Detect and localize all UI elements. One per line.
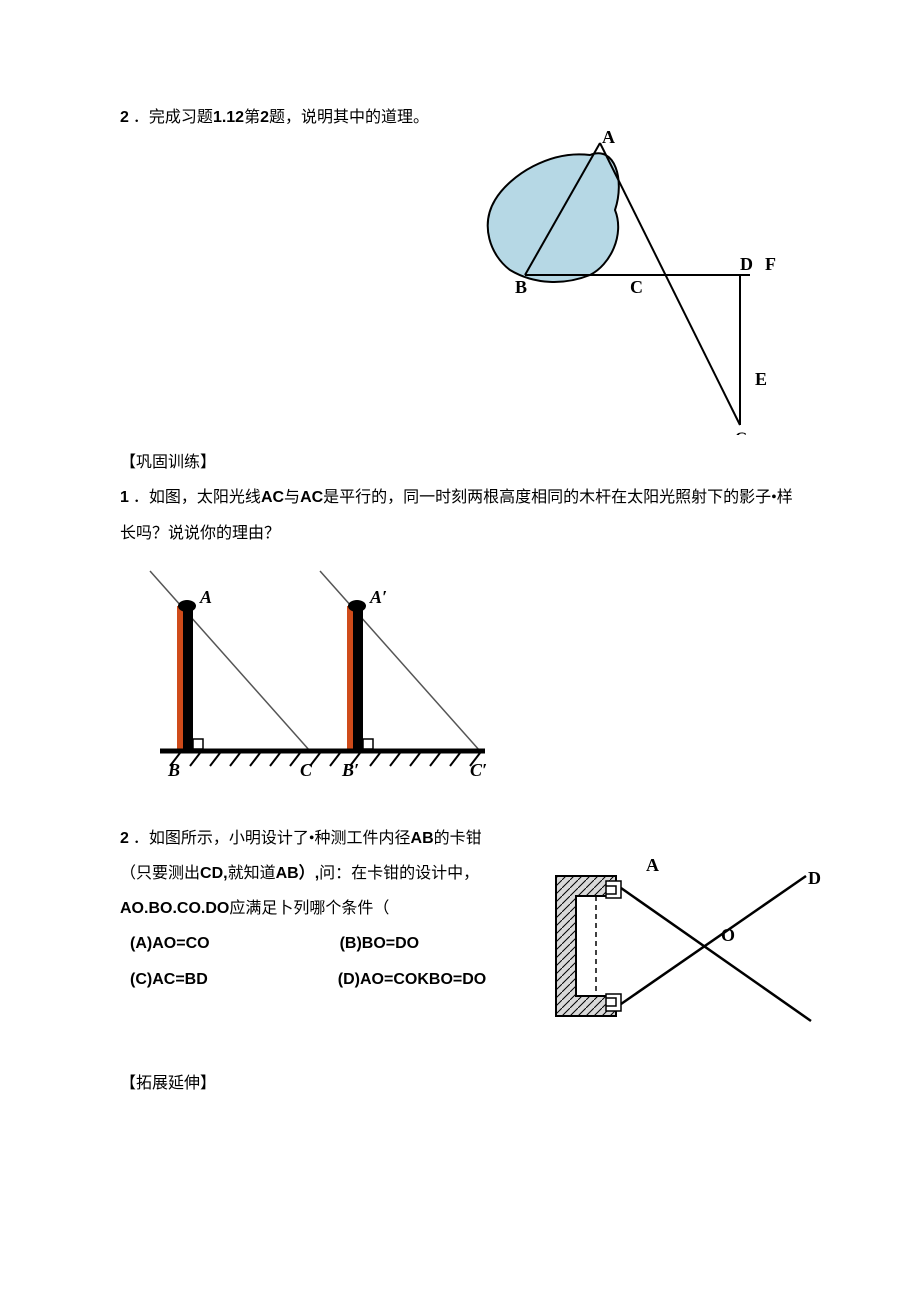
fig1-label-F: F [765, 254, 776, 274]
fig2-label-A: A [199, 587, 212, 607]
q1-ac1: AC [261, 489, 284, 506]
pole-1-top [178, 600, 196, 612]
option-D: (D)AO=COKBO=DO [338, 962, 486, 997]
fig2-label-Cp: C′ [470, 760, 487, 780]
pole-2-top [348, 600, 366, 612]
q2-dot: ． [129, 109, 149, 126]
fig2-label-B: B [167, 760, 180, 780]
option-A-text: AO=CO [152, 935, 209, 952]
q3-line2d: 应满足卜列哪个条件（ [229, 900, 389, 917]
ray-1 [150, 571, 310, 751]
fig1-label-E: E [755, 369, 767, 389]
fig1-label-A: A [602, 127, 615, 147]
ground-hatch [170, 753, 480, 766]
q3-ab2: AB）, [276, 865, 320, 882]
q3-line2: （只要测出CD,就知道AB）,问：在卡钳的设计中， AO.BO.CO.DO应满足卜… [120, 856, 546, 926]
q2-tail: 题，说明其中的道理。 [269, 109, 429, 126]
pole-1-edge [177, 606, 183, 751]
q3-cd: CD, [200, 865, 228, 882]
arm-BD [621, 876, 806, 1004]
q3-ab: AB [411, 830, 434, 847]
q3-row: （只要测出CD,就知道AB）,问：在卡钳的设计中， AO.BO.CO.DO应满足卜… [120, 856, 800, 1036]
line-AG [600, 143, 740, 425]
q2-mid: 第 [244, 109, 260, 126]
fig3-label-A: A [646, 856, 659, 875]
figure-poles: A A′ B C B′ C′ [130, 561, 490, 791]
option-C: (C)AC=BD [130, 962, 208, 997]
fig3-label-D: D [808, 868, 821, 888]
section-extend: 【拓展延伸】 [120, 1066, 800, 1101]
q2-refnum: 2 [260, 109, 269, 126]
fig1-label-D: D [740, 254, 753, 274]
q1-mid1: 与 [284, 489, 300, 506]
q3-line2a: （只要测出 [120, 865, 200, 882]
fig1-label-B: B [515, 277, 527, 297]
q1-text1: 如图，太阳光线 [149, 489, 261, 506]
tip-B [606, 994, 621, 1011]
ray-2 [320, 571, 480, 751]
q1-line1: 1 ．如图，太阳光线AC与AC是平行的，同一时刻两根高度相同的木杆在太阳光照射下… [120, 480, 800, 550]
q3-line2b: 就知道 [228, 865, 276, 882]
fig1-label-C: C [630, 277, 643, 297]
pole-1 [183, 606, 193, 751]
fig2-label-Bp: B′ [341, 760, 359, 780]
section-consolidate: 【巩固训练】 [120, 445, 800, 480]
q3-num: 2 [120, 830, 129, 847]
q3-line1: 2 ．如图所示，小明设计了•种测工件内径AB的卡钳 [120, 821, 800, 856]
pole-2 [353, 606, 363, 751]
q2-ref: 1.12 [213, 109, 244, 126]
q2-text: 完成习题 [149, 109, 213, 126]
q3-text2: 的卡钳 [434, 830, 482, 847]
q2-num: 2 [120, 109, 129, 126]
option-B: (B)BO=DO [340, 926, 420, 961]
options-row-1: (A)AO=CO (B)BO=DO [120, 926, 546, 961]
option-D-text: AO=COKBO=DO [360, 971, 486, 988]
q3-text1: 如图所示，小明设计了•种测工件内径 [149, 830, 411, 847]
q3-terms: AO.BO.CO.DO [120, 900, 229, 917]
right-angle-2 [363, 739, 373, 749]
tip-A [606, 881, 621, 898]
arm-AC [621, 888, 811, 1021]
fig2-label-Ap: A′ [369, 587, 387, 607]
figure-caliper: A D O [546, 856, 826, 1036]
q1-num: 1 [120, 489, 129, 506]
q1-dot: ． [129, 489, 149, 506]
q3-line2c: 问：在卡钳的设计中， [319, 865, 479, 882]
pole-2-edge [347, 606, 353, 751]
figure-pond: A B C D F E G [440, 125, 800, 435]
pond-shape [488, 153, 619, 282]
option-C-key: (C) [130, 971, 152, 988]
option-A-key: (A) [130, 935, 152, 952]
q1-ac2: AC [300, 489, 323, 506]
right-angle-1 [193, 739, 203, 749]
option-B-key: (B) [340, 935, 362, 952]
q3-dot: ． [129, 830, 149, 847]
options-row-2: (C)AC=BD (D)AO=COKBO=DO [120, 962, 546, 997]
option-D-key: (D) [338, 971, 360, 988]
option-C-text: AC=BD [152, 971, 208, 988]
fig1-label-G: G [735, 430, 748, 435]
option-A: (A)AO=CO [130, 926, 210, 961]
fig2-label-C: C [300, 760, 313, 780]
option-B-text: BO=DO [362, 935, 419, 952]
